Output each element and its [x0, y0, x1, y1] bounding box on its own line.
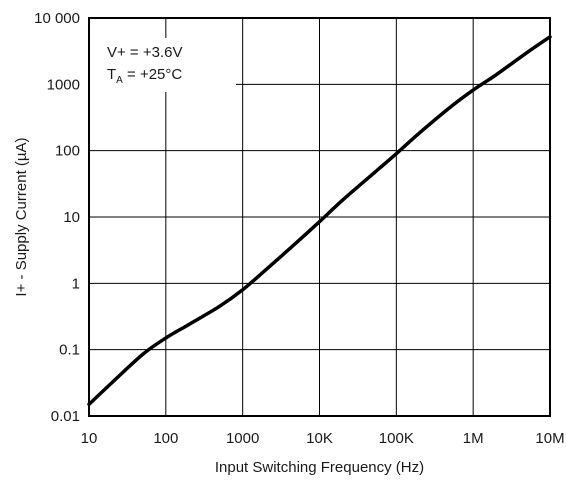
conditions-annotation: V+ = +3.6V TA = +25°C — [90, 38, 236, 92]
y-tick-labels: 0.01 0.1 1 10 100 1000 10 000 — [34, 10, 80, 425]
x-tick-label: 1000 — [226, 430, 259, 447]
y-tick-label: 0.1 — [59, 342, 80, 359]
x-axis-label: Input Switching Frequency (Hz) — [215, 459, 424, 476]
x-tick-label: 1M — [463, 430, 484, 447]
y-tick-label: 1 — [72, 275, 80, 292]
y-tick-label: 100 — [55, 143, 80, 160]
y-tick-label: 1000 — [47, 76, 80, 93]
y-tick-label: 0.01 — [51, 408, 80, 425]
x-tick-label: 100 — [153, 430, 178, 447]
supply-voltage-label: V+ = +3.6V — [107, 44, 182, 61]
y-tick-label: 10 — [63, 209, 80, 226]
x-tick-label: 10 — [81, 430, 98, 447]
x-tick-label: 10M — [535, 430, 564, 447]
x-tick-label: 100K — [379, 430, 414, 447]
x-tick-label: 10K — [306, 430, 333, 447]
x-tick-labels: 10 100 1000 10K 100K 1M 10M — [81, 430, 565, 447]
y-axis-label: I+ - Supply Current (µA) — [13, 137, 30, 296]
y-tick-label: 10 000 — [34, 10, 80, 27]
